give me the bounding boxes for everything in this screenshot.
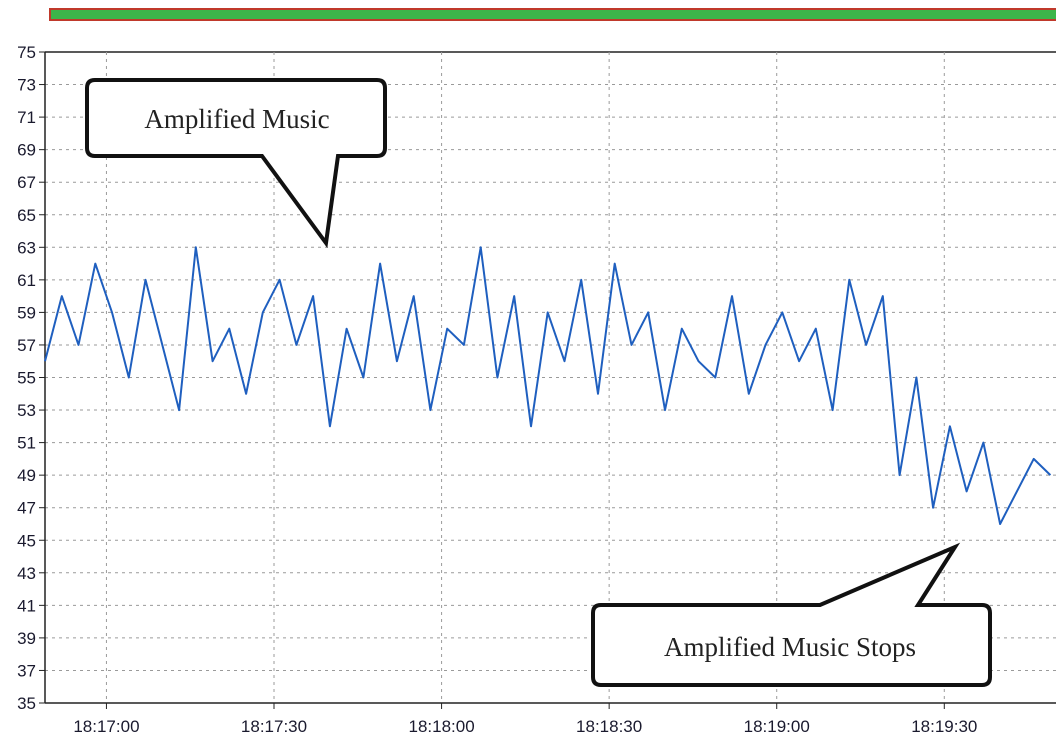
callout-label-music: Amplified Music xyxy=(144,104,329,134)
top-status-bar xyxy=(49,8,1056,21)
callout-amplified-music: Amplified Music xyxy=(85,78,387,249)
chart-grid xyxy=(45,51,1056,703)
y-tick-label: 55 xyxy=(17,369,36,388)
x-tick-label: 18:17:00 xyxy=(73,717,139,736)
y-tick-label: 53 xyxy=(17,401,36,420)
y-tick-label: 69 xyxy=(17,141,36,160)
y-tick-label: 59 xyxy=(17,303,36,322)
y-tick-label: 43 xyxy=(17,564,36,583)
y-tick-label: 67 xyxy=(17,173,36,192)
y-tick-label: 63 xyxy=(17,238,36,257)
x-tick-label: 18:17:30 xyxy=(241,717,307,736)
y-tick-label: 65 xyxy=(17,206,36,225)
y-tick-label: 57 xyxy=(17,336,36,355)
y-tick-label: 49 xyxy=(17,466,36,485)
callout-bubble-stops xyxy=(591,542,992,687)
x-axis: 18:17:00 18:17:30 18:18:00 18:18:30 18:19:00… xyxy=(45,702,1056,736)
y-tick-label: 71 xyxy=(17,108,36,127)
y-tick-label: 75 xyxy=(17,43,36,62)
callout-amplified-music-stops: Amplified Music Stops xyxy=(591,542,992,687)
y-tick-label: 47 xyxy=(17,499,36,518)
y-axis: 35 37 39 41 43 45 47 49 51 53 55 57 59 61 63 65 67 69 71 73… xyxy=(17,43,46,713)
y-tick-label: 39 xyxy=(17,629,36,648)
x-tick-label: 18:18:00 xyxy=(408,717,474,736)
series-line xyxy=(44,246,1052,525)
y-tick-label: 41 xyxy=(17,596,36,615)
y-tick-label: 37 xyxy=(17,661,36,680)
y-tick-label: 45 xyxy=(17,531,36,550)
series-group xyxy=(44,246,1052,525)
y-tick-label: 61 xyxy=(17,271,36,290)
x-tick-label: 18:19:30 xyxy=(911,717,977,736)
x-tick-label: 18:18:30 xyxy=(576,717,642,736)
y-tick-label: 73 xyxy=(17,76,36,95)
y-tick-label: 35 xyxy=(17,694,36,713)
callout-label-stops: Amplified Music Stops xyxy=(664,632,916,662)
callout-bubble-music xyxy=(85,78,387,249)
x-tick-label: 18:19:00 xyxy=(744,717,810,736)
y-tick-label: 51 xyxy=(17,434,36,453)
